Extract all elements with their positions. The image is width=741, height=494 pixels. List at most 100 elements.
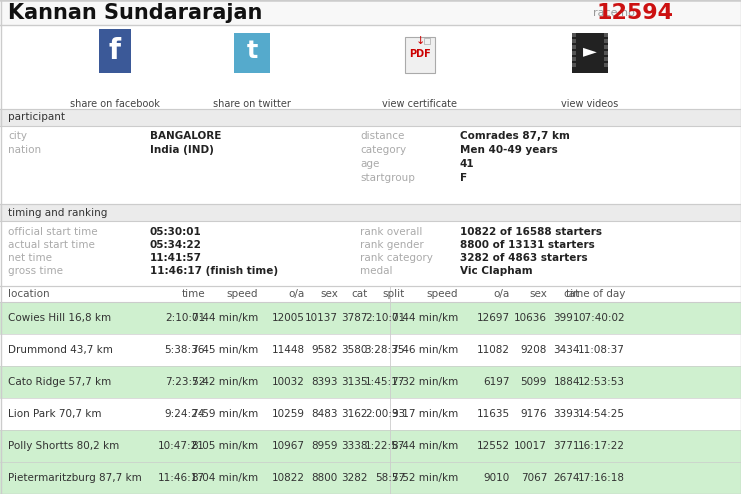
Bar bbox=[0, 462, 741, 494]
Text: Cato Ridge 57,7 km: Cato Ridge 57,7 km bbox=[8, 377, 111, 387]
Text: Pietermaritzburg 87,7 km: Pietermaritzburg 87,7 km bbox=[8, 473, 142, 483]
Text: f: f bbox=[109, 37, 121, 65]
Bar bbox=[424, 38, 430, 44]
Text: 10:47:21: 10:47:21 bbox=[158, 441, 205, 451]
Text: 11635: 11635 bbox=[477, 409, 510, 419]
Text: nation: nation bbox=[8, 145, 41, 155]
Text: distance: distance bbox=[360, 131, 405, 141]
Text: actual start time: actual start time bbox=[8, 240, 95, 250]
Bar bbox=[572, 33, 608, 73]
Bar bbox=[0, 366, 741, 398]
Text: Lion Park 70,7 km: Lion Park 70,7 km bbox=[8, 409, 102, 419]
Text: 5:38:36: 5:38:36 bbox=[165, 345, 205, 355]
Text: 11:41:57: 11:41:57 bbox=[150, 253, 202, 263]
Text: view videos: view videos bbox=[562, 99, 619, 109]
Text: 3771: 3771 bbox=[554, 441, 580, 451]
Text: 12:53:53: 12:53:53 bbox=[578, 377, 625, 387]
Text: Comrades 87,7 km: Comrades 87,7 km bbox=[460, 131, 570, 141]
Text: 41: 41 bbox=[460, 159, 475, 169]
Text: 9208: 9208 bbox=[521, 345, 547, 355]
Text: 3787: 3787 bbox=[342, 313, 368, 323]
Text: 11:46:17: 11:46:17 bbox=[158, 473, 205, 483]
Text: o/a: o/a bbox=[494, 289, 510, 299]
Text: 07:40:02: 07:40:02 bbox=[579, 313, 625, 323]
Text: 8:05 min/km: 8:05 min/km bbox=[192, 441, 258, 451]
Bar bbox=[0, 398, 741, 430]
Text: 11:08:37: 11:08:37 bbox=[578, 345, 625, 355]
Text: 7:59 min/km: 7:59 min/km bbox=[192, 409, 258, 419]
Bar bbox=[0, 126, 741, 204]
Bar bbox=[604, 39, 608, 43]
Text: 1884: 1884 bbox=[554, 377, 580, 387]
Text: 7:46 min/km: 7:46 min/km bbox=[392, 345, 458, 355]
Text: rank overall: rank overall bbox=[360, 227, 422, 237]
Bar bbox=[604, 63, 608, 67]
Text: category: category bbox=[360, 145, 406, 155]
Bar bbox=[99, 29, 131, 73]
Text: 7067: 7067 bbox=[521, 473, 547, 483]
Bar bbox=[604, 51, 608, 55]
Text: 10822 of 16588 starters: 10822 of 16588 starters bbox=[460, 227, 602, 237]
Text: 58:57: 58:57 bbox=[375, 473, 405, 483]
Text: 12005: 12005 bbox=[272, 313, 305, 323]
Text: 10259: 10259 bbox=[272, 409, 305, 419]
Text: 10822: 10822 bbox=[272, 473, 305, 483]
Text: India (IND): India (IND) bbox=[150, 145, 214, 155]
Text: speed: speed bbox=[227, 289, 258, 299]
Text: 3:28:35: 3:28:35 bbox=[365, 345, 405, 355]
Text: sex: sex bbox=[529, 289, 547, 299]
Text: 10137: 10137 bbox=[305, 313, 338, 323]
Text: rank gender: rank gender bbox=[360, 240, 424, 250]
Text: 7:52 min/km: 7:52 min/km bbox=[392, 473, 458, 483]
Text: 11448: 11448 bbox=[272, 345, 305, 355]
Text: 7:44 min/km: 7:44 min/km bbox=[392, 313, 458, 323]
Text: 11082: 11082 bbox=[477, 345, 510, 355]
Text: 3991: 3991 bbox=[554, 313, 580, 323]
Text: Kannan Sundararajan: Kannan Sundararajan bbox=[8, 3, 262, 23]
Text: 7:32 min/km: 7:32 min/km bbox=[392, 377, 458, 387]
Text: view certificate: view certificate bbox=[382, 99, 457, 109]
Text: 8:44 min/km: 8:44 min/km bbox=[392, 441, 458, 451]
Bar bbox=[0, 302, 741, 334]
Text: 3393: 3393 bbox=[554, 409, 580, 419]
Text: 05:34:22: 05:34:22 bbox=[150, 240, 202, 250]
Text: 5099: 5099 bbox=[521, 377, 547, 387]
Text: speed: speed bbox=[427, 289, 458, 299]
Text: 10032: 10032 bbox=[272, 377, 305, 387]
Text: 3580: 3580 bbox=[342, 345, 368, 355]
Text: race no: race no bbox=[593, 8, 635, 18]
Text: participant: participant bbox=[8, 113, 65, 123]
Text: 1:22:57: 1:22:57 bbox=[365, 441, 405, 451]
Text: age: age bbox=[360, 159, 379, 169]
Bar bbox=[0, 430, 741, 462]
Text: 17:16:18: 17:16:18 bbox=[578, 473, 625, 483]
Text: timing and ranking: timing and ranking bbox=[8, 207, 107, 217]
Bar bbox=[0, 109, 741, 126]
Text: cat: cat bbox=[352, 289, 368, 299]
Text: net time: net time bbox=[8, 253, 52, 263]
Text: 10636: 10636 bbox=[514, 313, 547, 323]
Text: 6197: 6197 bbox=[483, 377, 510, 387]
Text: sex: sex bbox=[320, 289, 338, 299]
Text: 3135: 3135 bbox=[342, 377, 368, 387]
Text: 2:00:33: 2:00:33 bbox=[365, 409, 405, 419]
Text: 3282: 3282 bbox=[342, 473, 368, 483]
Text: share on facebook: share on facebook bbox=[70, 99, 160, 109]
Bar bbox=[0, 25, 741, 109]
Bar bbox=[0, 204, 741, 221]
Text: 7:42 min/km: 7:42 min/km bbox=[192, 377, 258, 387]
Text: 9176: 9176 bbox=[520, 409, 547, 419]
Bar bbox=[0, 0, 741, 25]
Text: 9:24:24: 9:24:24 bbox=[165, 409, 205, 419]
Bar bbox=[604, 45, 608, 49]
Text: 14:54:25: 14:54:25 bbox=[578, 409, 625, 419]
Text: 3162: 3162 bbox=[342, 409, 368, 419]
Text: medal: medal bbox=[360, 266, 393, 276]
Text: 8800 of 13131 starters: 8800 of 13131 starters bbox=[460, 240, 595, 250]
Text: PDF: PDF bbox=[409, 49, 431, 59]
Text: 10017: 10017 bbox=[514, 441, 547, 451]
Text: Cowies Hill 16,8 km: Cowies Hill 16,8 km bbox=[8, 313, 111, 323]
Text: location: location bbox=[8, 289, 50, 299]
Text: 11:46:17 (finish time): 11:46:17 (finish time) bbox=[150, 266, 278, 276]
Bar bbox=[572, 63, 576, 67]
